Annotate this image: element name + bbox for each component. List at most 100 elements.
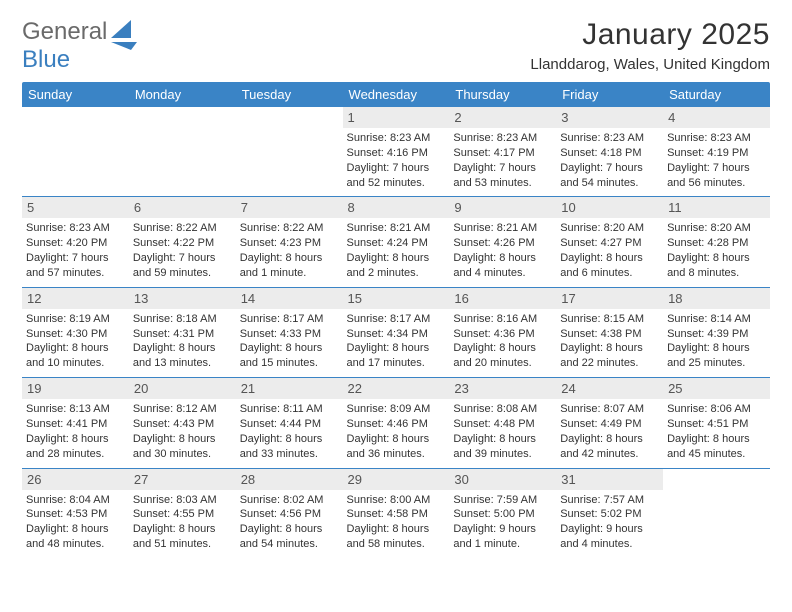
daylight-line1: Daylight: 8 hours: [453, 432, 552, 447]
sunset-line: Sunset: 4:24 PM: [347, 236, 446, 251]
calendar-cell: 17Sunrise: 8:15 AMSunset: 4:38 PMDayligh…: [556, 288, 663, 377]
sunset-line: Sunset: 4:46 PM: [347, 417, 446, 432]
daylight-line2: and 20 minutes.: [453, 356, 552, 371]
calendar-cell: 4Sunrise: 8:23 AMSunset: 4:19 PMDaylight…: [663, 107, 770, 196]
sunset-line: Sunset: 4:49 PM: [560, 417, 659, 432]
daylight-line1: Daylight: 8 hours: [133, 432, 232, 447]
daylight-line2: and 57 minutes.: [26, 266, 125, 281]
sunrise-line: Sunrise: 8:23 AM: [347, 131, 446, 146]
sunset-line: Sunset: 4:17 PM: [453, 146, 552, 161]
sunset-line: Sunset: 4:41 PM: [26, 417, 125, 432]
daylight-line2: and 17 minutes.: [347, 356, 446, 371]
sunset-line: Sunset: 4:48 PM: [453, 417, 552, 432]
daylight-line2: and 42 minutes.: [560, 447, 659, 462]
sunset-line: Sunset: 4:53 PM: [26, 507, 125, 522]
daylight-line1: Daylight: 8 hours: [240, 522, 339, 537]
calendar-page: General Blue January 2025 Llanddarog, Wa…: [0, 0, 792, 570]
day-number: 31: [556, 469, 663, 490]
day-number: 10: [556, 197, 663, 218]
sunset-line: Sunset: 5:00 PM: [453, 507, 552, 522]
sunset-line: Sunset: 5:02 PM: [560, 507, 659, 522]
sunrise-line: Sunrise: 8:13 AM: [26, 402, 125, 417]
calendar-cell: [236, 107, 343, 196]
sunrise-line: Sunrise: 8:03 AM: [133, 493, 232, 508]
daylight-line2: and 28 minutes.: [26, 447, 125, 462]
daylight-line2: and 13 minutes.: [133, 356, 232, 371]
daylight-line2: and 54 minutes.: [560, 176, 659, 191]
daylight-line1: Daylight: 7 hours: [26, 251, 125, 266]
sunrise-line: Sunrise: 8:17 AM: [347, 312, 446, 327]
sunrise-line: Sunrise: 8:23 AM: [26, 221, 125, 236]
calendar-cell: 22Sunrise: 8:09 AMSunset: 4:46 PMDayligh…: [343, 378, 450, 467]
daylight-line1: Daylight: 8 hours: [560, 341, 659, 356]
day-number: 13: [129, 288, 236, 309]
calendar-header: SundayMondayTuesdayWednesdayThursdayFrid…: [22, 82, 770, 107]
brand-logo: General Blue: [22, 18, 137, 74]
daylight-line1: Daylight: 8 hours: [240, 341, 339, 356]
calendar-week: 5Sunrise: 8:23 AMSunset: 4:20 PMDaylight…: [22, 197, 770, 286]
sunrise-line: Sunrise: 8:15 AM: [560, 312, 659, 327]
day-number: 29: [343, 469, 450, 490]
sunset-line: Sunset: 4:44 PM: [240, 417, 339, 432]
sunrise-line: Sunrise: 8:07 AM: [560, 402, 659, 417]
day-number: 6: [129, 197, 236, 218]
calendar-week: 1Sunrise: 8:23 AMSunset: 4:16 PMDaylight…: [22, 107, 770, 196]
day-number: 16: [449, 288, 556, 309]
day-header: Wednesday: [343, 82, 450, 107]
topbar: General Blue January 2025 Llanddarog, Wa…: [22, 18, 770, 74]
calendar-week: 19 Sunrise: 8:13 AMSunset: 4:41 PM Dayligh…: [22, 378, 770, 467]
calendar-cell: 19Sunrise: 8:13 AMSunset: 4:41 PMDayligh…: [22, 378, 129, 467]
sunset-line: Sunset: 4:36 PM: [453, 327, 552, 342]
daylight-line1: Daylight: 8 hours: [240, 432, 339, 447]
daylight-line1: Daylight: 8 hours: [453, 341, 552, 356]
day-number: 20: [129, 378, 236, 399]
day-number: 27: [129, 469, 236, 490]
calendar-cell: 24 Sunrise: 8:07 AMSunset: 4:49 PMDayligh…: [556, 378, 663, 467]
sunrise-line: Sunrise: 8:21 AM: [347, 221, 446, 236]
calendar-cell: 2Sunrise: 8:23 AMSunset: 4:17 PMDaylight…: [449, 107, 556, 196]
calendar-table: SundayMondayTuesdayWednesdayThursdayFrid…: [22, 82, 770, 558]
calendar-cell: 6Sunrise: 8:22 AMSunset: 4:22 PMDaylight…: [129, 197, 236, 286]
sunrise-line: Sunrise: 8:16 AM: [453, 312, 552, 327]
calendar-cell: 21Sunrise: 8:11 AMSunset: 4:44 PMDayligh…: [236, 378, 343, 467]
sunrise-line: Sunrise: 8:17 AM: [240, 312, 339, 327]
daylight-line1: Daylight: 8 hours: [26, 522, 125, 537]
day-number: 4: [663, 107, 770, 128]
sunrise-line: Sunrise: 8:20 AM: [667, 221, 766, 236]
day-number: 24: [556, 378, 663, 399]
daylight-line1: Daylight: 7 hours: [667, 161, 766, 176]
calendar-week: 26Sunrise: 8:04 AMSunset: 4:53 PMDayligh…: [22, 469, 770, 558]
daylight-line2: and 22 minutes.: [560, 356, 659, 371]
daylight-line1: Daylight: 8 hours: [347, 522, 446, 537]
sunrise-line: Sunrise: 8:23 AM: [560, 131, 659, 146]
daylight-line1: Daylight: 8 hours: [26, 341, 125, 356]
day-number: 19: [22, 378, 129, 399]
daylight-line1: Daylight: 9 hours: [453, 522, 552, 537]
daylight-line1: Daylight: 8 hours: [560, 432, 659, 447]
sunset-line: Sunset: 4:56 PM: [240, 507, 339, 522]
daylight-line2: and 51 minutes.: [133, 537, 232, 552]
daylight-line1: Daylight: 8 hours: [240, 251, 339, 266]
day-number: 23: [449, 378, 556, 399]
day-header: Friday: [556, 82, 663, 107]
daylight-line2: and 1 minute.: [453, 537, 552, 552]
daylight-line2: and 54 minutes.: [240, 537, 339, 552]
calendar-cell: 14Sunrise: 8:17 AMSunset: 4:33 PMDayligh…: [236, 288, 343, 377]
daylight-line2: and 33 minutes.: [240, 447, 339, 462]
day-number: 7: [236, 197, 343, 218]
calendar-cell: 13Sunrise: 8:18 AMSunset: 4:31 PMDayligh…: [129, 288, 236, 377]
daylight-line1: Daylight: 7 hours: [453, 161, 552, 176]
sunset-line: Sunset: 4:19 PM: [667, 146, 766, 161]
sunrise-line: Sunrise: 8:23 AM: [453, 131, 552, 146]
sunrise-line: Sunrise: 8:02 AM: [240, 493, 339, 508]
sunrise-line: Sunrise: 8:09 AM: [347, 402, 446, 417]
daylight-line1: Daylight: 8 hours: [667, 251, 766, 266]
sunset-line: Sunset: 4:58 PM: [347, 507, 446, 522]
daylight-line2: and 52 minutes.: [347, 176, 446, 191]
day-header: Monday: [129, 82, 236, 107]
calendar-cell: 7Sunrise: 8:22 AMSunset: 4:23 PMDaylight…: [236, 197, 343, 286]
calendar-cell: 27Sunrise: 8:03 AMSunset: 4:55 PMDayligh…: [129, 469, 236, 558]
sunset-line: Sunset: 4:30 PM: [26, 327, 125, 342]
day-number: 1: [343, 107, 450, 128]
daylight-line2: and 6 minutes.: [560, 266, 659, 281]
